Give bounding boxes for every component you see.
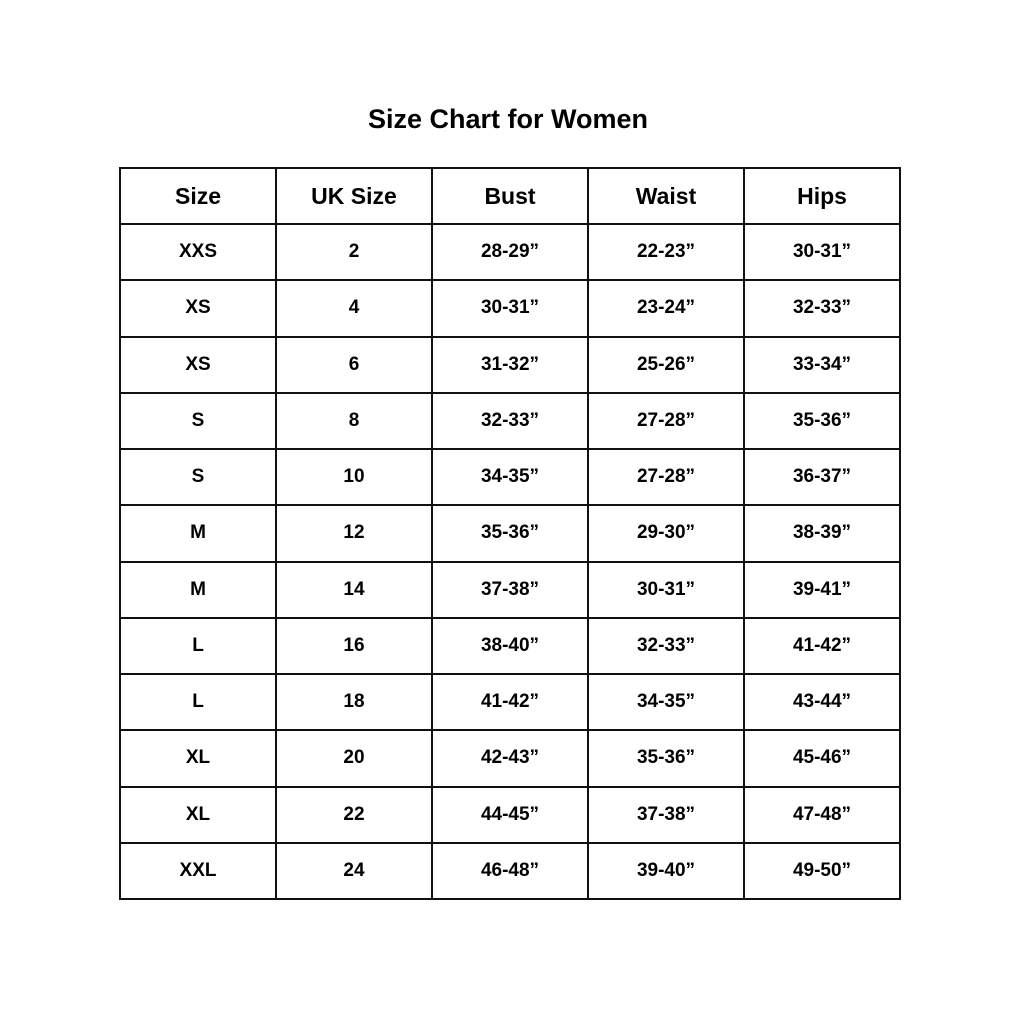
cell-waist: 37-38” — [587, 785, 745, 844]
cell-bust: 30-31” — [431, 279, 589, 338]
cell-bust: 31-32” — [431, 335, 589, 394]
cell-uk-size: 2 — [275, 222, 433, 282]
cell-waist: 39-40” — [587, 841, 745, 901]
cell-uk-size: 4 — [275, 279, 433, 338]
cell-bust: 28-29” — [431, 222, 589, 282]
cell-size: XS — [119, 335, 277, 394]
cell-size: XL — [119, 729, 277, 788]
page-title: Size Chart for Women — [367, 104, 649, 134]
column-header-waist: Waist — [587, 167, 745, 225]
column-header-bust: Bust — [431, 167, 589, 225]
column-header-uk-size: UK Size — [275, 167, 433, 225]
cell-bust: 35-36” — [431, 504, 589, 563]
cell-waist: 27-28” — [587, 391, 745, 451]
cell-uk-size: 20 — [275, 729, 433, 788]
cell-waist: 34-35” — [587, 672, 745, 732]
cell-bust: 41-42” — [431, 672, 589, 732]
cell-hips: 38-39” — [743, 504, 901, 563]
cell-hips: 49-50” — [743, 841, 901, 901]
cell-bust: 46-48” — [431, 841, 589, 901]
cell-bust: 38-40” — [431, 616, 589, 676]
cell-bust: 37-38” — [431, 560, 589, 619]
table-row: XXL 24 46-48” 39-40” 49-50” — [119, 841, 901, 901]
cell-uk-size: 14 — [275, 560, 433, 619]
table-row: L 16 38-40” 32-33” 41-42” — [119, 616, 901, 676]
size-chart-table: Size UK Size Bust Waist Hips XXS 2 28-29” 22-23… — [119, 167, 901, 901]
table-row: L 18 41-42” 34-35” 43-44” — [119, 672, 901, 732]
cell-uk-size: 18 — [275, 672, 433, 732]
cell-uk-size: 12 — [275, 504, 433, 563]
cell-hips: 36-37” — [743, 447, 901, 507]
cell-hips: 47-48” — [743, 785, 901, 844]
cell-hips: 41-42” — [743, 616, 901, 676]
cell-size: XS — [119, 279, 277, 338]
cell-waist: 30-31” — [587, 560, 745, 619]
cell-size: S — [119, 447, 277, 507]
cell-uk-size: 24 — [275, 841, 433, 901]
cell-bust: 44-45” — [431, 785, 589, 844]
cell-waist: 22-23” — [587, 222, 745, 282]
cell-uk-size: 10 — [275, 447, 433, 507]
cell-size: L — [119, 672, 277, 732]
cell-hips: 32-33” — [743, 279, 901, 338]
cell-uk-size: 22 — [275, 785, 433, 844]
table-row: S 8 32-33” 27-28” 35-36” — [119, 391, 901, 451]
table-row: S 10 34-35” 27-28” 36-37” — [119, 447, 901, 507]
cell-hips: 30-31” — [743, 222, 901, 282]
column-header-hips: Hips — [743, 167, 901, 225]
cell-waist: 23-24” — [587, 279, 745, 338]
table-row: XS 4 30-31” 23-24” 32-33” — [119, 279, 901, 338]
cell-bust: 34-35” — [431, 447, 589, 507]
cell-waist: 35-36” — [587, 729, 745, 788]
cell-size: L — [119, 616, 277, 676]
cell-waist: 29-30” — [587, 504, 745, 563]
table-row: M 14 37-38” 30-31” 39-41” — [119, 560, 901, 619]
cell-waist: 32-33” — [587, 616, 745, 676]
table-row: XL 22 44-45” 37-38” 47-48” — [119, 785, 901, 844]
table-row: M 12 35-36” 29-30” 38-39” — [119, 504, 901, 563]
cell-hips: 43-44” — [743, 672, 901, 732]
cell-size: XXS — [119, 222, 277, 282]
cell-size: XL — [119, 785, 277, 844]
table-row: XS 6 31-32” 25-26” 33-34” — [119, 335, 901, 394]
cell-size: XXL — [119, 841, 277, 901]
cell-waist: 27-28” — [587, 447, 745, 507]
cell-size: M — [119, 504, 277, 563]
cell-uk-size: 16 — [275, 616, 433, 676]
cell-hips: 33-34” — [743, 335, 901, 394]
cell-size: S — [119, 391, 277, 451]
cell-bust: 32-33” — [431, 391, 589, 451]
cell-hips: 39-41” — [743, 560, 901, 619]
cell-waist: 25-26” — [587, 335, 745, 394]
cell-size: M — [119, 560, 277, 619]
cell-hips: 45-46” — [743, 729, 901, 788]
table-row: XL 20 42-43” 35-36” 45-46” — [119, 729, 901, 788]
cell-bust: 42-43” — [431, 729, 589, 788]
cell-uk-size: 6 — [275, 335, 433, 394]
cell-uk-size: 8 — [275, 391, 433, 451]
header-row: Size UK Size Bust Waist Hips — [119, 167, 901, 225]
column-header-size: Size — [119, 167, 277, 225]
cell-hips: 35-36” — [743, 391, 901, 451]
table-row: XXS 2 28-29” 22-23” 30-31” — [119, 222, 901, 282]
